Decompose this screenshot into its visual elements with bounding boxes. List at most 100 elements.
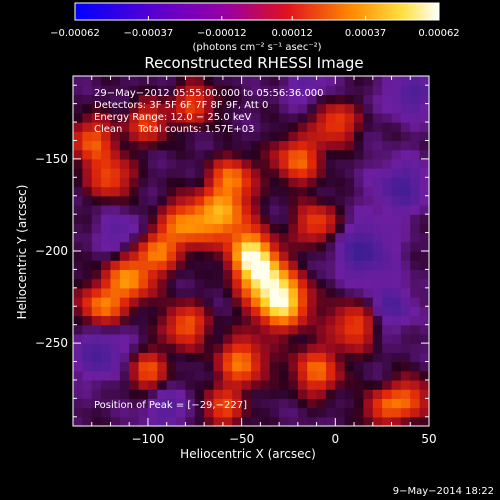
heatmap-cell (213, 370, 224, 381)
heatmap-cell (419, 389, 430, 399)
heatmap-cell (241, 251, 252, 261)
heatmap-cell (382, 112, 393, 123)
heatmap-cell (288, 177, 299, 188)
heatmap-cell (222, 370, 233, 381)
heatmap-cell (382, 140, 393, 151)
heatmap-cell (204, 287, 215, 298)
heatmap-cell (147, 131, 158, 142)
heatmap-cell (185, 140, 196, 151)
heatmap-cell (119, 333, 130, 344)
heatmap-cell (344, 214, 355, 224)
heatmap-cell (251, 260, 261, 271)
heatmap-cell (91, 370, 102, 381)
heatmap-cell (382, 398, 393, 409)
heatmap-cell (382, 204, 393, 215)
heatmap-cell (232, 324, 243, 335)
heatmap-cell (344, 241, 355, 252)
heatmap-cell (354, 149, 365, 160)
heatmap-cell (213, 315, 224, 326)
heatmap-cell (316, 122, 327, 132)
heatmap-cell (147, 389, 158, 399)
heatmap-cell (400, 214, 411, 224)
heatmap-cell (400, 370, 411, 381)
heatmap-cell (241, 94, 252, 105)
heatmap-cell (372, 204, 383, 215)
heatmap-cell (176, 195, 187, 206)
heatmap-cell (222, 269, 233, 280)
heatmap-cell (269, 186, 280, 197)
heatmap-cell (176, 177, 187, 188)
heatmap-cell (204, 186, 215, 197)
heatmap-cell (354, 343, 365, 353)
heatmap-cell (382, 122, 393, 132)
heatmap-cell (194, 76, 205, 86)
heatmap-cell (91, 177, 102, 188)
heatmap-cell (241, 214, 252, 224)
heatmap-cell (166, 177, 177, 188)
heatmap-cell (279, 122, 290, 132)
heatmap-cell (288, 140, 299, 151)
heatmap-cell (335, 370, 346, 381)
heatmap-cell (316, 407, 327, 418)
heatmap-cell (419, 398, 430, 409)
heatmap-cell (138, 186, 149, 197)
heatmap-cell (232, 204, 243, 215)
heatmap-cell (157, 177, 168, 188)
heatmap-cell (157, 343, 168, 353)
heatmap-cell (194, 232, 205, 243)
heatmap-cell (194, 389, 205, 399)
info-line-energy: Energy Range: 12.0 − 25.0 keV (94, 112, 251, 123)
heatmap-cell (222, 333, 233, 344)
heatmap-cell (410, 177, 421, 188)
heatmap-cell (410, 398, 421, 409)
heatmap-cell (101, 379, 112, 390)
heatmap-cell (382, 223, 393, 234)
heatmap-cell (166, 287, 177, 298)
heatmap-cell (391, 407, 402, 418)
heatmap-cell (91, 389, 102, 399)
heatmap-cell (129, 315, 140, 326)
heatmap-cell (82, 94, 93, 105)
heatmap-cell (213, 398, 224, 409)
heatmap-cell (391, 186, 402, 197)
heatmap-cell (129, 306, 140, 317)
heatmap-cell (185, 186, 196, 197)
heatmap-cell (157, 287, 168, 298)
heatmap-cell (344, 361, 355, 372)
heatmap-cell (241, 223, 252, 234)
heatmap-cell (400, 278, 411, 289)
heatmap-cell (110, 333, 121, 344)
heatmap-cell (147, 186, 158, 197)
heatmap-cell (279, 158, 290, 169)
heatmap-cell (138, 204, 149, 215)
heatmap-cell (316, 333, 327, 344)
heatmap-cell (363, 214, 374, 224)
heatmap-cell (269, 195, 280, 206)
heatmap-cell (354, 361, 365, 372)
heatmap-cell (213, 112, 224, 123)
heatmap-cell (147, 94, 158, 105)
heatmap-cell (335, 389, 346, 399)
heatmap-cell (316, 94, 327, 105)
heatmap-cell (316, 112, 327, 123)
heatmap-cell (176, 241, 187, 252)
heatmap-cell (73, 324, 83, 335)
heatmap-cell (382, 177, 393, 188)
heatmap-cell (101, 76, 112, 86)
heatmap-cell (204, 76, 215, 86)
heatmap-cell (410, 241, 421, 252)
heatmap-cell (372, 278, 383, 289)
heatmap-cell (288, 379, 299, 390)
heatmap-cell (260, 158, 271, 169)
heatmap-cell (363, 370, 374, 381)
heatmap-cell (391, 260, 402, 271)
heatmap-cell (185, 241, 196, 252)
heatmap-cell (316, 177, 327, 188)
heatmap-cell (138, 195, 149, 206)
heatmap-cell (222, 315, 233, 326)
heatmap-cell (194, 324, 205, 335)
heatmap-cell (110, 361, 121, 372)
heatmap-cell (354, 76, 365, 86)
heatmap-cell (166, 251, 177, 261)
heatmap-cell (391, 287, 402, 298)
